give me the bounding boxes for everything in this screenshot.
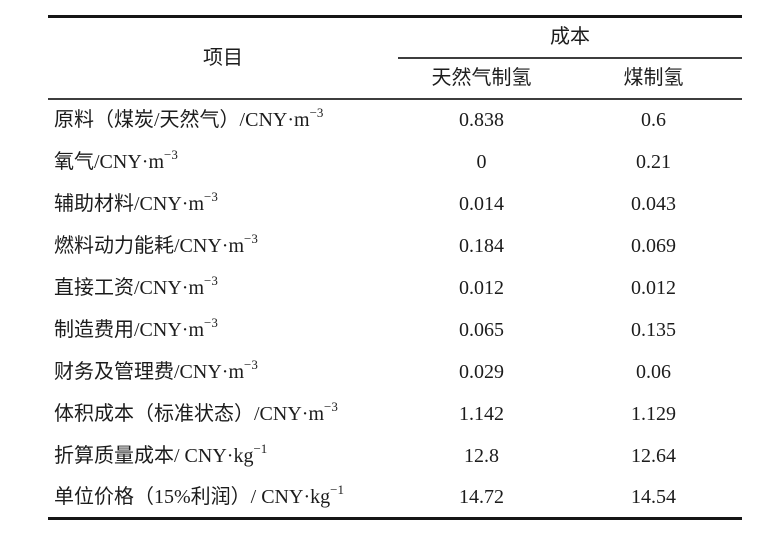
row-label: 制造费用/CNY·m−3: [48, 309, 398, 351]
unit-superscript: −3: [164, 146, 178, 162]
row-label: 燃料动力能耗/CNY·m−3: [48, 225, 398, 267]
table-row: 体积成本（标准状态）/CNY·m−3 1.142 1.129: [48, 393, 742, 435]
row-label: 原料（煤炭/天然气）/CNY·m−3: [48, 99, 398, 141]
coal-value: 0.069: [631, 234, 676, 257]
coal-value: 0.06: [636, 360, 671, 383]
table-row: 辅助材料/CNY·m−3 0.014 0.043: [48, 183, 742, 225]
unit-superscript: −3: [244, 230, 258, 246]
coal-value: 0.043: [631, 192, 676, 215]
coal-value: 12.64: [631, 444, 676, 467]
header-row-sub: 天然气制氢 煤制氢: [48, 57, 742, 100]
column-header-natural-gas: 天然气制氢: [398, 57, 565, 100]
table-row: 折算质量成本/ CNY·kg−1 12.8 12.64: [48, 435, 742, 477]
natural-gas-value: 0.029: [459, 360, 504, 383]
table-row: 财务及管理费/CNY·m−3 0.029 0.06: [48, 351, 742, 393]
unit-superscript: −3: [244, 356, 258, 372]
coal-value: 14.54: [631, 485, 676, 508]
coal-value: 0.21: [636, 150, 671, 173]
table-row: 单位价格（15%利润）/ CNY·kg−1 14.72 14.54: [48, 477, 742, 519]
natural-gas-value: 0: [476, 150, 487, 173]
natural-gas-value: 0.014: [459, 192, 504, 215]
column-header-item: 项目: [48, 16, 398, 100]
unit-superscript: −3: [204, 188, 218, 204]
header-row-group: 项目 成本: [48, 16, 742, 100]
row-label: 氧气/CNY·m−3: [48, 141, 398, 183]
row-label: 财务及管理费/CNY·m−3: [48, 351, 398, 393]
unit-superscript: −1: [253, 440, 268, 456]
table-body: 原料（煤炭/天然气）/CNY·m−3 0.838 0.6 氧气/CNY·m−3 …: [48, 99, 742, 519]
cost-comparison-table: 项目 成本 天然气制氢 煤制氢 原料（煤炭/天然气）/CNY·m−3 0.838…: [48, 15, 742, 520]
table-header: 项目 成本 天然气制氢 煤制氢: [48, 16, 742, 100]
unit-superscript: −3: [204, 314, 218, 330]
unit-superscript: −3: [324, 398, 338, 414]
row-label-text: 氧气/CNY·m: [54, 150, 164, 173]
row-label-text: 直接工资/CNY·m: [54, 276, 204, 299]
row-label: 体积成本（标准状态）/CNY·m−3: [48, 393, 398, 435]
row-label-text: 体积成本（标准状态）/CNY·m: [54, 402, 324, 425]
table-row: 制造费用/CNY·m−3 0.065 0.135: [48, 309, 742, 351]
table-row: 燃料动力能耗/CNY·m−3 0.184 0.069: [48, 225, 742, 267]
natural-gas-value: 0.838: [459, 109, 504, 131]
row-label: 直接工资/CNY·m−3: [48, 267, 398, 309]
row-label-text: 制造费用/CNY·m: [54, 318, 204, 341]
unit-superscript: −3: [204, 272, 218, 288]
row-label-text: 折算质量成本/ CNY·kg: [54, 444, 254, 467]
column-header-coal: 煤制氢: [565, 57, 742, 100]
natural-gas-value: 1.142: [459, 402, 504, 425]
column-header-cost-group: 成本: [398, 16, 742, 59]
row-label: 折算质量成本/ CNY·kg−1: [48, 435, 398, 477]
coal-value: 0.6: [641, 109, 666, 131]
unit-superscript: −1: [330, 482, 344, 498]
table-row: 原料（煤炭/天然气）/CNY·m−3 0.838 0.6: [48, 99, 742, 141]
coal-value: 1.129: [631, 402, 676, 425]
natural-gas-value: 12.8: [464, 444, 499, 467]
table-row: 直接工资/CNY·m−3 0.012 0.012: [48, 267, 742, 309]
natural-gas-value: 14.72: [459, 485, 504, 508]
unit-superscript: −3: [309, 105, 324, 121]
natural-gas-value: 0.012: [459, 276, 504, 299]
coal-value: 0.135: [631, 318, 676, 341]
row-label-text: 单位价格（15%利润）/ CNY·kg: [54, 485, 331, 508]
coal-value: 0.012: [631, 276, 676, 299]
natural-gas-value: 0.065: [459, 318, 504, 341]
natural-gas-value: 0.184: [459, 234, 504, 257]
row-label: 辅助材料/CNY·m−3: [48, 183, 398, 225]
row-label-text: 燃料动力能耗/CNY·m: [54, 234, 244, 257]
row-label-text: 原料（煤炭/天然气）/CNY·m: [54, 109, 310, 131]
row-label-text: 辅助材料/CNY·m: [54, 192, 204, 215]
row-label: 单位价格（15%利润）/ CNY·kg−1: [48, 477, 398, 519]
table-row: 氧气/CNY·m−3 0 0.21: [48, 141, 742, 183]
row-label-text: 财务及管理费/CNY·m: [54, 360, 244, 383]
